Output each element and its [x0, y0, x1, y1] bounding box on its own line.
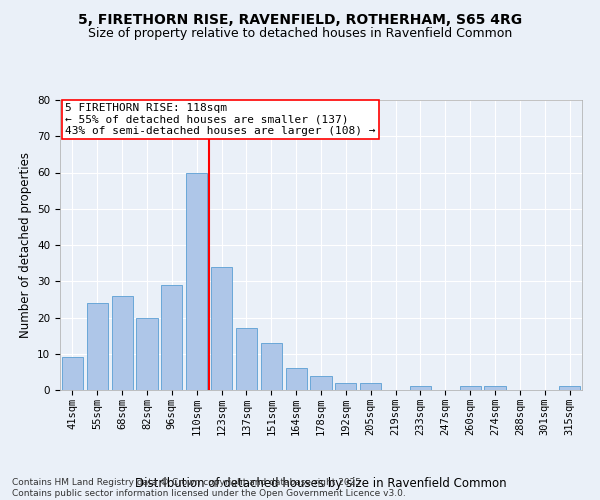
Bar — [559, 386, 580, 390]
Bar — [136, 318, 158, 390]
Bar — [484, 386, 506, 390]
Bar — [112, 296, 133, 390]
Bar — [460, 386, 481, 390]
Bar — [261, 343, 282, 390]
Bar — [161, 285, 182, 390]
Text: 5 FIRETHORN RISE: 118sqm
← 55% of detached houses are smaller (137)
43% of semi-: 5 FIRETHORN RISE: 118sqm ← 55% of detach… — [65, 103, 376, 136]
Y-axis label: Number of detached properties: Number of detached properties — [19, 152, 32, 338]
Bar — [410, 386, 431, 390]
X-axis label: Distribution of detached houses by size in Ravenfield Common: Distribution of detached houses by size … — [135, 477, 507, 490]
Text: Size of property relative to detached houses in Ravenfield Common: Size of property relative to detached ho… — [88, 28, 512, 40]
Bar — [87, 303, 108, 390]
Bar — [360, 383, 381, 390]
Bar — [211, 267, 232, 390]
Bar — [236, 328, 257, 390]
Bar — [335, 383, 356, 390]
Bar — [62, 358, 83, 390]
Text: Contains HM Land Registry data © Crown copyright and database right 2025.
Contai: Contains HM Land Registry data © Crown c… — [12, 478, 406, 498]
Text: 5, FIRETHORN RISE, RAVENFIELD, ROTHERHAM, S65 4RG: 5, FIRETHORN RISE, RAVENFIELD, ROTHERHAM… — [78, 12, 522, 26]
Bar — [286, 368, 307, 390]
Bar — [186, 172, 207, 390]
Bar — [310, 376, 332, 390]
